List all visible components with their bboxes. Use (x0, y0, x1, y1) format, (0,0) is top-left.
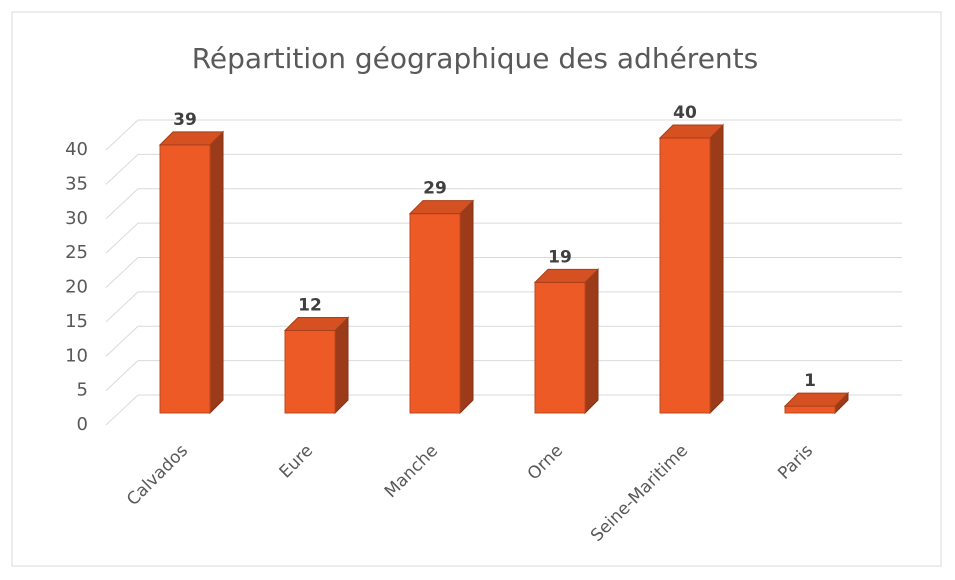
bar (658, 123, 725, 415)
grid-line (105, 188, 902, 220)
y-tick-label: 15 (65, 311, 88, 332)
y-tick-label: 20 (65, 277, 88, 298)
y-tick-label: 30 (65, 208, 88, 229)
bar-side (209, 130, 224, 415)
data-label: 12 (298, 296, 322, 316)
grid-line (105, 291, 902, 323)
y-tick-label: 0 (77, 414, 88, 435)
bar-top (533, 268, 600, 283)
y-tick-label: 25 (65, 242, 88, 263)
y-tick-label: 10 (65, 345, 88, 366)
bar-top (783, 392, 850, 407)
bar-front (784, 405, 836, 414)
bar-front (409, 213, 461, 414)
data-label: 39 (173, 110, 197, 130)
bar-front (659, 137, 711, 414)
bar-side (584, 268, 599, 415)
bar-side (459, 199, 474, 415)
bar (533, 268, 600, 415)
bar-front (159, 144, 211, 414)
grid-line (105, 360, 902, 391)
bar-side (709, 123, 724, 415)
data-label: 29 (423, 179, 447, 199)
bar-front (534, 281, 586, 414)
data-label: 1 (804, 371, 816, 391)
bar (408, 199, 475, 415)
bar-top (658, 124, 725, 139)
grid-line (105, 119, 902, 151)
bar-top (158, 131, 225, 146)
y-tick-label: 40 (65, 139, 88, 160)
y-tick-label: 35 (65, 173, 88, 194)
data-label: 40 (673, 103, 697, 123)
data-label: 19 (548, 247, 572, 267)
bar (783, 391, 850, 415)
bar (283, 316, 350, 415)
bar-front (284, 330, 336, 414)
grid-line (105, 257, 902, 288)
grid-line (105, 325, 902, 357)
grid-line (105, 222, 902, 254)
chart-title: Répartition géographique des adhérents (192, 42, 759, 75)
bar-side (334, 316, 349, 415)
y-tick-label: 5 (77, 380, 88, 401)
grid-line (105, 394, 902, 426)
bar-top (283, 317, 350, 331)
grid-line (105, 153, 902, 185)
bar (158, 130, 225, 415)
bar-top (408, 200, 475, 215)
